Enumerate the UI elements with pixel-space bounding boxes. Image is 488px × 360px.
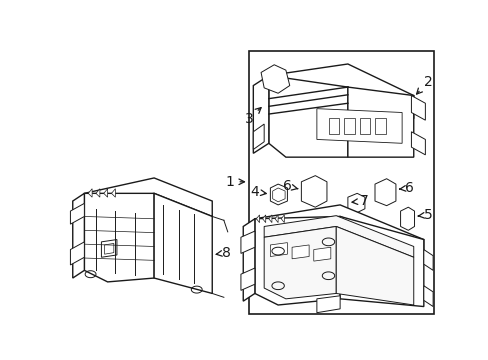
Polygon shape — [253, 76, 268, 153]
Polygon shape — [343, 118, 354, 134]
Polygon shape — [243, 219, 254, 301]
Polygon shape — [264, 226, 336, 299]
Polygon shape — [423, 286, 432, 306]
Polygon shape — [410, 132, 425, 155]
Polygon shape — [73, 193, 84, 278]
Polygon shape — [316, 109, 401, 143]
Text: 8: 8 — [216, 246, 231, 260]
Polygon shape — [111, 189, 115, 197]
Polygon shape — [316, 296, 340, 313]
Polygon shape — [84, 193, 154, 282]
Polygon shape — [270, 184, 287, 205]
Polygon shape — [347, 193, 364, 213]
Polygon shape — [347, 87, 413, 157]
Text: 2: 2 — [416, 75, 432, 94]
Polygon shape — [268, 215, 271, 222]
Polygon shape — [256, 215, 259, 222]
Polygon shape — [261, 65, 289, 93]
Polygon shape — [70, 203, 84, 224]
Polygon shape — [70, 242, 84, 265]
Polygon shape — [374, 118, 385, 134]
Text: 6: 6 — [399, 181, 413, 195]
Polygon shape — [340, 216, 423, 306]
Polygon shape — [254, 205, 423, 251]
Polygon shape — [84, 178, 212, 216]
Polygon shape — [96, 189, 100, 197]
Polygon shape — [254, 216, 340, 305]
Polygon shape — [410, 95, 425, 120]
Polygon shape — [154, 193, 212, 293]
Text: 7: 7 — [351, 194, 367, 208]
Polygon shape — [281, 215, 284, 222]
Polygon shape — [423, 249, 432, 270]
Polygon shape — [241, 231, 254, 253]
Text: 5: 5 — [417, 208, 432, 222]
Polygon shape — [268, 76, 347, 157]
Polygon shape — [270, 243, 287, 256]
Polygon shape — [313, 247, 330, 261]
Polygon shape — [262, 215, 265, 222]
Polygon shape — [264, 216, 413, 257]
Polygon shape — [328, 118, 339, 134]
Text: 6: 6 — [283, 179, 297, 193]
Polygon shape — [400, 207, 414, 230]
Polygon shape — [253, 124, 264, 149]
Text: 3: 3 — [244, 108, 261, 126]
Text: 1: 1 — [225, 175, 244, 189]
Polygon shape — [268, 64, 413, 119]
Polygon shape — [336, 226, 413, 305]
Polygon shape — [104, 243, 114, 254]
Polygon shape — [101, 239, 117, 257]
Polygon shape — [291, 245, 308, 259]
Polygon shape — [103, 189, 107, 197]
Text: 4: 4 — [249, 185, 265, 199]
Polygon shape — [274, 215, 278, 222]
Polygon shape — [272, 188, 285, 202]
Bar — [248, 51, 433, 314]
Polygon shape — [88, 189, 92, 197]
Polygon shape — [374, 179, 395, 206]
Polygon shape — [359, 118, 369, 134]
Polygon shape — [241, 268, 254, 291]
Polygon shape — [301, 176, 326, 207]
